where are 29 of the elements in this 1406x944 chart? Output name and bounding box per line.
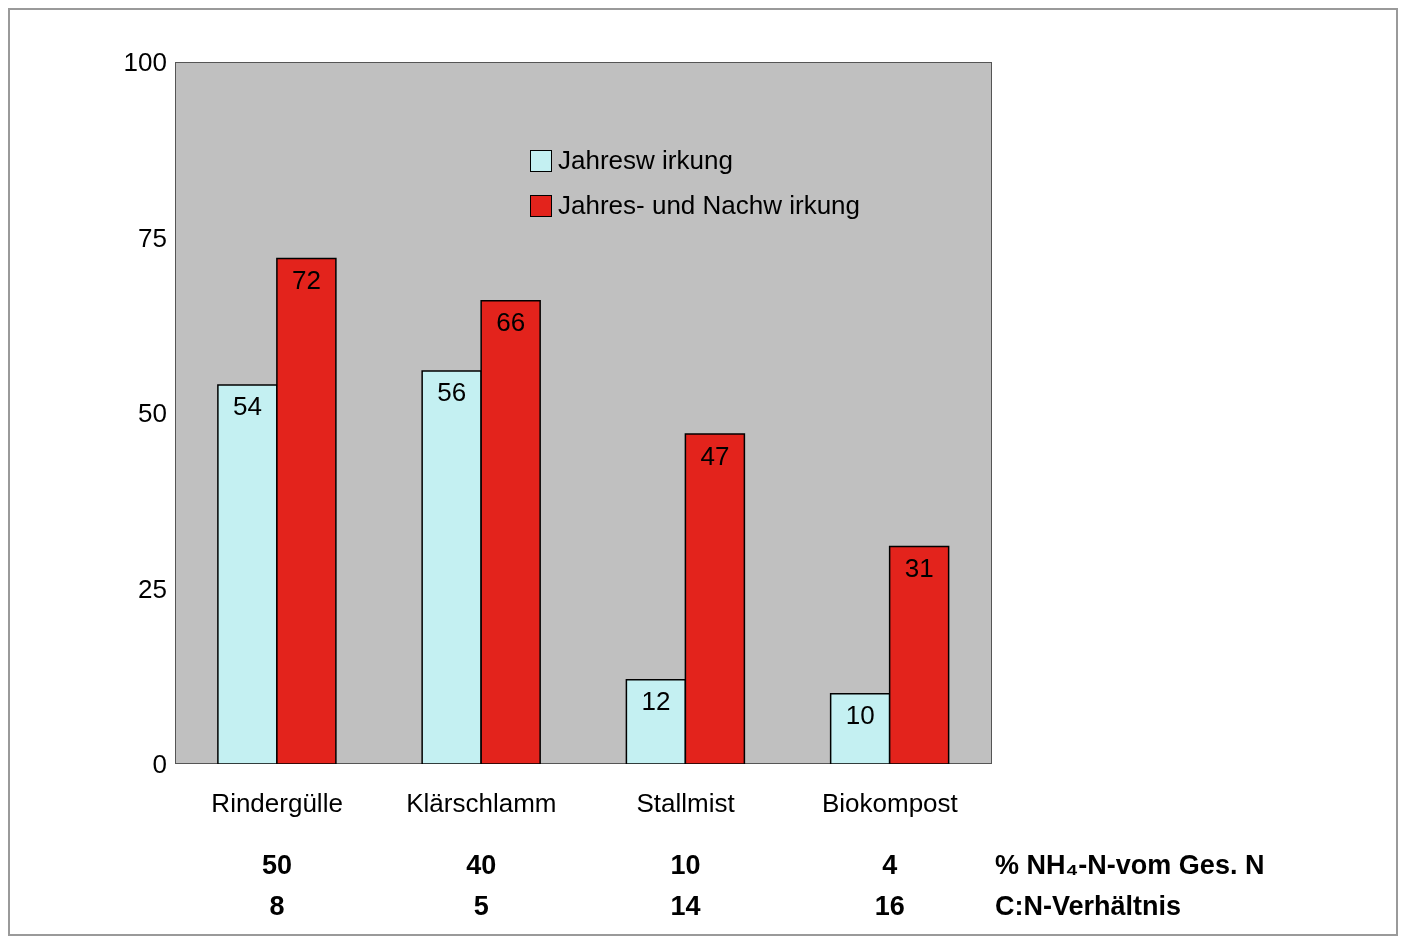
text: 8: [268, 891, 286, 922]
data-label: 47: [700, 440, 730, 471]
text: % NH₄-N-vom Ges. N: [995, 850, 1265, 881]
x-tick-label: Klärschlamm: [406, 788, 557, 819]
text: C:N-Verhältnis: [995, 891, 1182, 922]
data-label: 66: [496, 307, 526, 338]
text: 50: [261, 850, 294, 881]
x-tick-label: Stallmist: [636, 788, 736, 819]
y-tick-label: 75: [138, 222, 167, 253]
data-label: 31: [904, 552, 934, 583]
legend-label: Jahres- und Nachw irkung: [558, 190, 861, 221]
text: 16: [873, 891, 906, 922]
y-tick-label: 50: [138, 398, 167, 429]
data-label: 54: [232, 391, 262, 422]
y-tick-label: 100: [123, 47, 167, 78]
data-label: 56: [437, 377, 467, 408]
x-tick-label: Rindergülle: [211, 788, 343, 819]
x-tick-label: Biokompost: [821, 788, 959, 819]
text: 5: [472, 891, 490, 922]
data-label: 12: [641, 686, 671, 717]
legend-label: Jahresw irkung: [558, 145, 733, 176]
text: 14: [669, 891, 702, 922]
text: 40: [465, 850, 498, 881]
data-label: 10: [845, 700, 875, 731]
text: 10: [669, 850, 702, 881]
y-tick-label: 25: [138, 573, 167, 604]
data-label: 72: [291, 265, 321, 296]
text: 4: [881, 850, 899, 881]
y-tick-label: 0: [152, 749, 167, 780]
